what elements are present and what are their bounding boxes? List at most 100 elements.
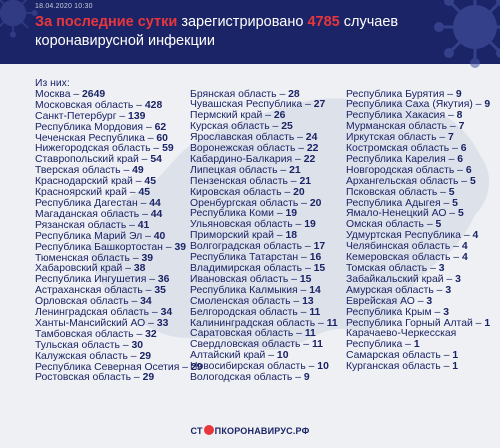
region-name: Республика Карелия –: [346, 153, 458, 165]
list-item: Кировская область – 20: [190, 186, 338, 199]
region-name: Амурская область –: [346, 284, 446, 296]
site-logo: СТ ПКОРОНАВИРУС.РФ: [180, 425, 320, 439]
case-count: 428: [144, 99, 163, 111]
list-item: Республика Дагестан – 44: [35, 198, 202, 210]
region-name: Ямало-Ненецкий АО –: [346, 208, 458, 220]
list-item: Ростовская область – 29: [35, 373, 202, 384]
case-count: 11: [326, 317, 338, 329]
case-count: 22: [306, 143, 319, 155]
list-item: Тюменская область – 39: [35, 252, 202, 265]
case-count: 5: [452, 197, 458, 209]
list-item: Республика Северная Осетия – 29: [35, 361, 203, 374]
region-name: Приморский край –: [190, 230, 286, 242]
list-intro: Из них:: [35, 78, 70, 89]
region-name: Курганская область –: [346, 361, 453, 373]
list-item: Смоленская область – 13: [190, 295, 338, 308]
region-name: Самарская область –: [346, 350, 453, 362]
case-count: 13: [302, 295, 314, 307]
header-banner: 18.04.2020 10:30 За последние сутки заре…: [0, 0, 500, 68]
case-count: 9: [303, 372, 310, 384]
case-count: 36: [157, 274, 170, 286]
region-name: Нижегородская область –: [35, 143, 163, 155]
case-count: 6: [457, 153, 464, 165]
list-item: Свердловская область – 11: [190, 339, 338, 351]
case-count: 35: [154, 285, 166, 297]
case-count: 44: [150, 208, 163, 220]
region-name: Алтайский край –: [190, 350, 277, 362]
case-count: 4: [472, 230, 479, 242]
region-name: Москва –: [35, 88, 83, 100]
case-count: 139: [128, 110, 146, 122]
case-count: 3: [443, 306, 449, 318]
case-count: 45: [138, 187, 150, 199]
region-name: Санкт-Петербург –: [35, 110, 129, 122]
case-count: 32: [145, 328, 157, 340]
region-name: Республика Мордовия –: [35, 121, 155, 133]
logo-text: СТ ПКОРОНАВИРУС.РФ: [180, 425, 320, 436]
region-name: Республика Башкортостан –: [35, 241, 175, 253]
title-highlight: За последние сутки: [35, 14, 178, 30]
list-item: Алтайский край – 10: [190, 350, 338, 362]
case-count: 4: [461, 241, 468, 253]
list-item: Московская область – 428: [35, 99, 202, 112]
case-count: 8: [456, 110, 463, 122]
list-item: Ивановская область – 15: [190, 274, 338, 286]
case-count: 39: [141, 252, 154, 264]
case-count: 19: [285, 208, 298, 220]
region-name: Забайкальский край –: [346, 273, 456, 285]
title-text-end: случаев: [339, 14, 399, 30]
case-count: 9: [484, 99, 491, 111]
case-count: 54: [150, 154, 162, 166]
case-count: 20: [309, 197, 322, 209]
region-name: Чувашская Республика –: [190, 99, 314, 111]
case-count: 7: [448, 132, 454, 144]
list-item: Краснодарский край – 45: [35, 176, 202, 188]
case-count: 24: [305, 132, 318, 144]
region-name: Новгородская область –: [346, 164, 466, 176]
region-name: Республика Татарстан –: [190, 252, 310, 264]
title-line2: коронавирусной инфекции: [35, 33, 215, 49]
list-item: Иркутская область – 7: [346, 132, 490, 144]
case-count: 19: [304, 219, 316, 231]
column-3: Республика Бурятия – 9 Республика Саха (Я…: [346, 89, 491, 374]
case-count: 6: [460, 143, 467, 155]
list-item: Курганская область – 1: [346, 361, 490, 373]
region-name: Омская область –: [346, 219, 436, 231]
case-count: 62: [154, 121, 167, 133]
region-name: Новосибирская область –: [190, 361, 318, 373]
list-item: Хабаровский край – 38: [35, 263, 202, 275]
list-item: Чеченская Республика – 60: [35, 133, 202, 145]
case-count: 45: [144, 176, 156, 188]
case-count: 29: [139, 350, 152, 362]
logo-text-end: ПКОРОНАВИРУС.РФ: [214, 426, 310, 436]
case-count: 29: [190, 361, 203, 373]
region-name: Свердловская область –: [190, 339, 312, 351]
case-count: 14: [309, 284, 321, 296]
region-name: Удмуртская Республика –: [346, 230, 473, 242]
region-name: Республика Марий Эл –: [35, 230, 154, 242]
region-name: Иркутская область –: [346, 132, 449, 144]
list-item: Оренбургская область – 20: [190, 197, 338, 210]
list-item: Республика Хакасия – 8: [346, 110, 490, 122]
list-item: Ульяновская область – 19: [190, 219, 338, 231]
region-name: Московская область –: [35, 99, 145, 111]
case-count: 34: [140, 296, 152, 308]
list-item: Орловская область – 34: [35, 296, 202, 308]
region-name: Ростовская область –: [35, 372, 143, 384]
list-item: Томская область – 3: [346, 263, 490, 275]
case-count: 59: [162, 143, 174, 155]
region-name: Хабаровский край –: [35, 263, 134, 275]
region-name: Смоленская область –: [190, 295, 303, 307]
case-count: 20: [293, 186, 305, 198]
list-item: Республика Горный Алтай – 1: [346, 318, 490, 330]
region-name: Владимирская область –: [190, 263, 314, 274]
region-name: Волгоградская область –: [190, 241, 314, 253]
case-count: 3: [426, 295, 433, 307]
region-name: Астраханская область –: [35, 285, 155, 297]
region-name: Кемеровская область –: [346, 252, 463, 264]
case-count: 5: [469, 175, 476, 187]
case-count: 6: [465, 164, 472, 176]
region-name: Республика Северная Осетия –: [35, 361, 191, 373]
list-item: Пензенская область – 21: [190, 176, 338, 188]
